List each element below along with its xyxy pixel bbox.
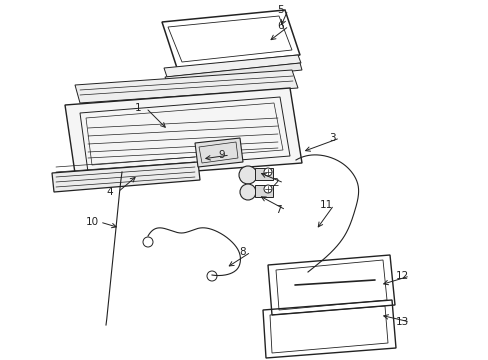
Text: 1: 1 xyxy=(134,103,141,113)
Circle shape xyxy=(240,184,256,200)
Text: 8: 8 xyxy=(239,247,246,257)
Text: 4: 4 xyxy=(106,187,113,197)
Circle shape xyxy=(239,166,257,184)
FancyBboxPatch shape xyxy=(254,185,272,197)
Polygon shape xyxy=(65,88,302,180)
Text: 5: 5 xyxy=(276,5,283,15)
Text: 10: 10 xyxy=(85,217,99,227)
Text: 9: 9 xyxy=(218,150,225,160)
FancyBboxPatch shape xyxy=(254,168,272,180)
Text: 6: 6 xyxy=(277,21,284,31)
Polygon shape xyxy=(52,162,200,192)
Text: 3: 3 xyxy=(328,133,335,143)
Circle shape xyxy=(264,185,271,193)
Polygon shape xyxy=(75,70,297,103)
Polygon shape xyxy=(163,55,301,77)
Text: 13: 13 xyxy=(395,317,408,327)
Text: 2: 2 xyxy=(272,178,279,188)
Text: 11: 11 xyxy=(319,200,332,210)
Text: 7: 7 xyxy=(274,205,281,215)
Text: 12: 12 xyxy=(395,271,408,281)
Polygon shape xyxy=(164,63,302,84)
Polygon shape xyxy=(195,138,243,167)
Circle shape xyxy=(264,168,271,176)
